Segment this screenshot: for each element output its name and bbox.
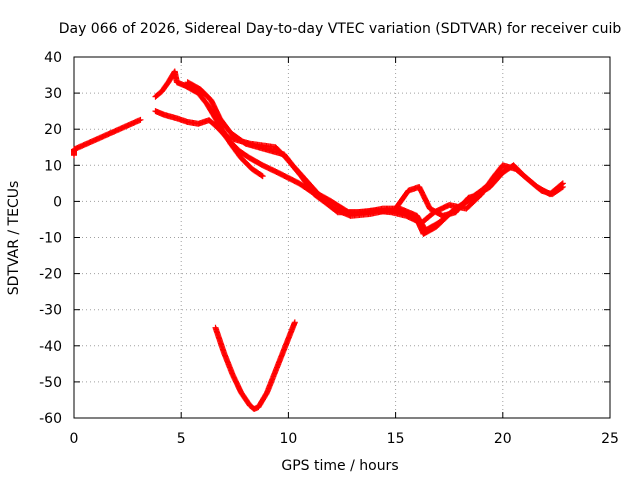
series-outliers xyxy=(71,116,144,159)
x-tick-label: 15 xyxy=(387,431,405,447)
x-axis-title: GPS time / hours xyxy=(281,458,398,474)
x-tick-label: 5 xyxy=(177,431,186,447)
data-point xyxy=(478,191,485,198)
y-tick-label: 20 xyxy=(44,122,62,138)
x-tick-label: 10 xyxy=(279,431,297,447)
series-track-e xyxy=(392,183,485,219)
chart-title: Day 066 of 2026, Sidereal Day-to-day VTE… xyxy=(59,21,622,37)
y-tick-label: -60 xyxy=(39,411,62,427)
series-track-f xyxy=(212,319,298,412)
data-point xyxy=(258,172,265,179)
y-tick-label: 30 xyxy=(44,86,62,102)
y-tick-label: 10 xyxy=(44,158,62,174)
y-tick-label: -20 xyxy=(39,267,62,283)
series-track-d xyxy=(212,122,511,237)
data-points xyxy=(71,68,566,412)
y-tick-label: -40 xyxy=(39,339,62,355)
y-axis-title: SDTVAR / TECUs xyxy=(6,181,22,296)
y-tick-label: -10 xyxy=(39,231,62,247)
data-point xyxy=(503,166,510,173)
series-track-a xyxy=(152,68,266,180)
x-tick-label: 0 xyxy=(70,431,79,447)
data-point xyxy=(291,319,298,326)
data-point xyxy=(559,180,566,187)
x-tick-label: 20 xyxy=(494,431,512,447)
y-tick-label: -50 xyxy=(39,375,62,391)
data-point xyxy=(137,116,144,123)
grid xyxy=(74,57,610,418)
y-tick-label: 0 xyxy=(53,194,62,210)
x-axis: 0 5 10 15 20 25 xyxy=(70,57,619,447)
data-point xyxy=(504,165,511,172)
data-point xyxy=(558,181,565,188)
y-tick-label: 40 xyxy=(44,50,62,66)
x-tick-label: 25 xyxy=(601,431,619,447)
y-axis: -60 -50 -40 -30 -20 -10 0 10 20 30 40 xyxy=(39,50,610,427)
y-tick-label: -30 xyxy=(39,303,62,319)
data-point xyxy=(259,173,266,180)
